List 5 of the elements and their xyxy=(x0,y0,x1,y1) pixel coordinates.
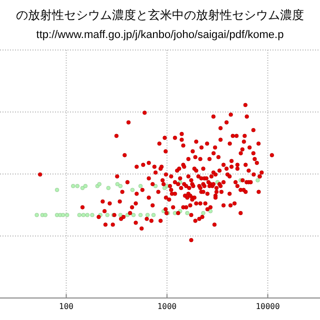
x-tick-label: 1000 xyxy=(157,302,177,311)
x-tick-label: 10000 xyxy=(256,302,280,311)
chart-title: の放射性セシウム濃度と玄米中の放射性セシウム濃度 xyxy=(16,8,304,22)
x-tick-label: 100 xyxy=(59,302,74,311)
chart-subtitle: ttp://www.maff.go.jp/j/kanbo/joho/saigai/pdf/kome.p xyxy=(36,29,284,41)
